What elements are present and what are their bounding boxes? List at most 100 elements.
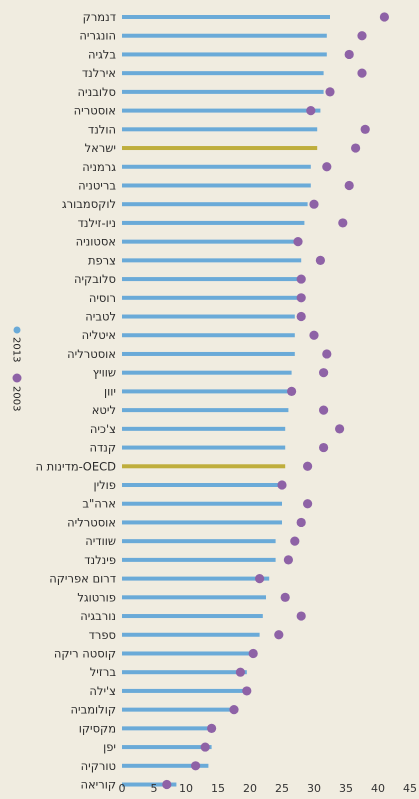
bars-group <box>122 15 330 787</box>
bar-2013 <box>122 89 324 94</box>
point-2003 <box>200 742 210 752</box>
point-2003 <box>255 574 265 584</box>
legend-marker-2013 <box>13 326 21 334</box>
category-label: קנדה <box>89 441 116 455</box>
point-2003 <box>322 349 332 359</box>
point-2003 <box>335 424 345 434</box>
point-2003 <box>303 461 313 471</box>
bar-2013 <box>122 239 302 244</box>
category-label: נורבגיה <box>80 609 116 623</box>
point-2003 <box>293 237 303 247</box>
category-label: הונגריה <box>79 29 116 43</box>
category-label: מקסיקו <box>79 721 116 735</box>
category-label: יוון <box>104 384 116 398</box>
x-tick-label: 45 <box>403 782 417 795</box>
x-tick-label: 0 <box>119 782 126 795</box>
point-2003 <box>248 648 258 659</box>
bar-2013 <box>122 464 286 469</box>
bar-2013 <box>122 333 295 338</box>
bar-2013 <box>122 426 286 431</box>
legend-label-2003: 2003 <box>11 386 22 411</box>
category-label: סלובקיה <box>74 272 116 286</box>
point-2003 <box>229 705 239 715</box>
point-2003 <box>360 124 370 134</box>
category-label: פורטוגל <box>77 590 116 604</box>
point-2003 <box>319 405 329 415</box>
bar-2013 <box>122 351 295 356</box>
category-label: לוקסמבורג <box>62 197 116 211</box>
point-2003 <box>303 499 313 509</box>
x-tick-label: 25 <box>275 782 289 795</box>
category-label: בריטניה <box>78 178 116 192</box>
x-tick-label: 30 <box>307 782 321 795</box>
point-2003 <box>325 87 335 97</box>
bar-2013 <box>122 763 209 768</box>
x-tick-label: 40 <box>371 782 385 795</box>
bar-2013 <box>122 707 238 712</box>
category-label: קולומביה <box>70 703 116 717</box>
point-2003 <box>242 686 252 696</box>
category-label: אוסטרליה <box>67 347 116 361</box>
category-label: קוריאה <box>80 778 116 792</box>
bar-2013 <box>122 651 254 656</box>
bar-2013 <box>122 688 247 693</box>
point-2003 <box>290 536 300 546</box>
legend-marker-2003 <box>12 373 22 383</box>
category-label: דרום אפריקה <box>49 572 116 586</box>
point-2003 <box>296 293 306 303</box>
bar-2013 <box>122 108 321 113</box>
category-label: בלגיה <box>88 47 116 61</box>
bar-2013 <box>122 408 289 413</box>
point-2003 <box>357 31 367 41</box>
category-label: ליטא <box>92 403 116 417</box>
x-tick-label: 15 <box>211 782 225 795</box>
bar-2013 <box>122 445 286 450</box>
bar-2013 <box>122 258 302 263</box>
bar-2013 <box>122 127 318 132</box>
x-tick-label: 35 <box>339 782 353 795</box>
bar-2013 <box>122 483 282 487</box>
category-label: הולנד <box>88 122 116 136</box>
x-tick-label: 5 <box>151 782 158 795</box>
bar-2013 <box>122 15 330 19</box>
x-axis: 0 5 10 15 20 25 30 35 40 45 <box>119 782 418 795</box>
point-2003 <box>280 592 290 602</box>
category-label: ישראל <box>85 141 116 155</box>
category-label: אסטוניה <box>76 235 116 249</box>
category-label: ספרד <box>89 628 116 642</box>
bar-2013 <box>122 52 327 57</box>
point-2003 <box>344 180 354 191</box>
x-tick-label: 10 <box>179 782 193 795</box>
bar-2013 <box>122 277 302 282</box>
x-tick-label: 20 <box>243 782 257 795</box>
point-2003 <box>283 555 293 565</box>
bar-2013 <box>122 595 266 600</box>
point-2003 <box>344 49 354 60</box>
category-label: לטביה <box>85 310 116 324</box>
bar-2013 <box>122 726 215 731</box>
category-label: סלובניה <box>78 85 116 99</box>
bar-2013 <box>122 146 318 151</box>
category-labels: דנמרק הונגריה בלגיה אירלנד סלובניה אוסטריה הול… <box>36 10 117 792</box>
bar-2013 <box>122 71 324 76</box>
category-label: אוסטריה <box>74 104 116 118</box>
point-2003 <box>296 311 306 322</box>
category-label: ארה"ב <box>82 497 116 511</box>
bar-2013 <box>122 389 289 394</box>
point-2003 <box>379 12 389 22</box>
point-2003 <box>319 442 329 453</box>
bar-2013 <box>122 782 177 787</box>
category-label: טורקיה <box>81 759 116 773</box>
bar-2013 <box>122 220 305 225</box>
category-label: מדינות ה-OECD <box>36 459 117 473</box>
bar-2013 <box>122 314 295 319</box>
category-label: פינלנד <box>84 553 116 567</box>
category-label: ניו-זילנד <box>78 216 116 230</box>
point-2003 <box>338 218 348 228</box>
bar-2013 <box>122 576 270 581</box>
bar-2013 <box>122 33 327 38</box>
point-2003 <box>296 517 306 528</box>
points-group <box>162 12 389 790</box>
bar-2013 <box>122 501 282 506</box>
